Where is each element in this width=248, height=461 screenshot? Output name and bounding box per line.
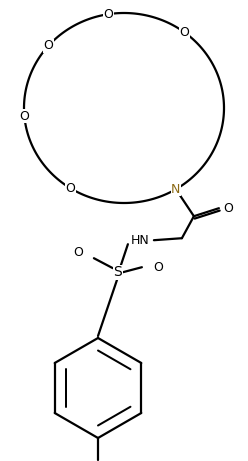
Text: O: O: [73, 246, 83, 259]
Text: S: S: [114, 265, 122, 279]
Text: O: O: [104, 8, 113, 21]
Text: HN: HN: [130, 234, 149, 247]
Text: O: O: [179, 26, 189, 39]
Text: O: O: [19, 110, 29, 123]
Text: O: O: [65, 182, 75, 195]
Text: O: O: [223, 202, 233, 215]
Text: O: O: [43, 39, 53, 53]
Text: N: N: [171, 183, 181, 196]
Text: O: O: [153, 261, 163, 274]
